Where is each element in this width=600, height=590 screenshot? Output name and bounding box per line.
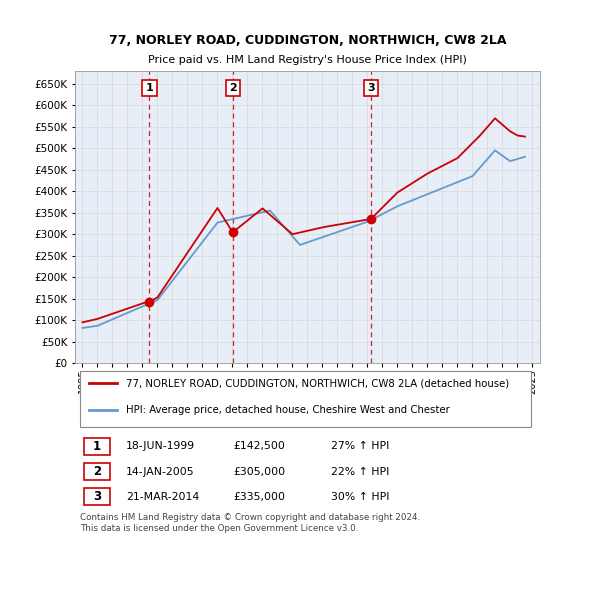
Text: 21-MAR-2014: 21-MAR-2014 xyxy=(126,491,199,502)
FancyBboxPatch shape xyxy=(80,371,531,428)
Text: This data is licensed under the Open Government Licence v3.0.: This data is licensed under the Open Gov… xyxy=(80,523,358,533)
Text: Contains HM Land Registry data © Crown copyright and database right 2024.: Contains HM Land Registry data © Crown c… xyxy=(80,513,420,522)
Text: 3: 3 xyxy=(367,83,374,93)
Text: Price paid vs. HM Land Registry's House Price Index (HPI): Price paid vs. HM Land Registry's House … xyxy=(148,55,467,65)
Text: 30% ↑ HPI: 30% ↑ HPI xyxy=(331,491,389,502)
Text: 1: 1 xyxy=(93,440,101,453)
Text: £142,500: £142,500 xyxy=(233,441,285,451)
Text: 77, NORLEY ROAD, CUDDINGTON, NORTHWICH, CW8 2LA (detached house): 77, NORLEY ROAD, CUDDINGTON, NORTHWICH, … xyxy=(126,378,509,388)
Text: 27% ↑ HPI: 27% ↑ HPI xyxy=(331,441,389,451)
Text: 22% ↑ HPI: 22% ↑ HPI xyxy=(331,467,389,477)
Text: £335,000: £335,000 xyxy=(233,491,285,502)
FancyBboxPatch shape xyxy=(84,488,110,506)
Text: 1: 1 xyxy=(146,83,153,93)
Text: 2: 2 xyxy=(229,83,237,93)
Text: HPI: Average price, detached house, Cheshire West and Chester: HPI: Average price, detached house, Ches… xyxy=(126,405,450,415)
Text: 2: 2 xyxy=(93,465,101,478)
Text: £305,000: £305,000 xyxy=(233,467,285,477)
Text: 18-JUN-1999: 18-JUN-1999 xyxy=(126,441,195,451)
FancyBboxPatch shape xyxy=(84,463,110,480)
Text: 3: 3 xyxy=(93,490,101,503)
Text: 77, NORLEY ROAD, CUDDINGTON, NORTHWICH, CW8 2LA: 77, NORLEY ROAD, CUDDINGTON, NORTHWICH, … xyxy=(109,34,506,47)
Text: 14-JAN-2005: 14-JAN-2005 xyxy=(126,467,195,477)
FancyBboxPatch shape xyxy=(84,438,110,455)
